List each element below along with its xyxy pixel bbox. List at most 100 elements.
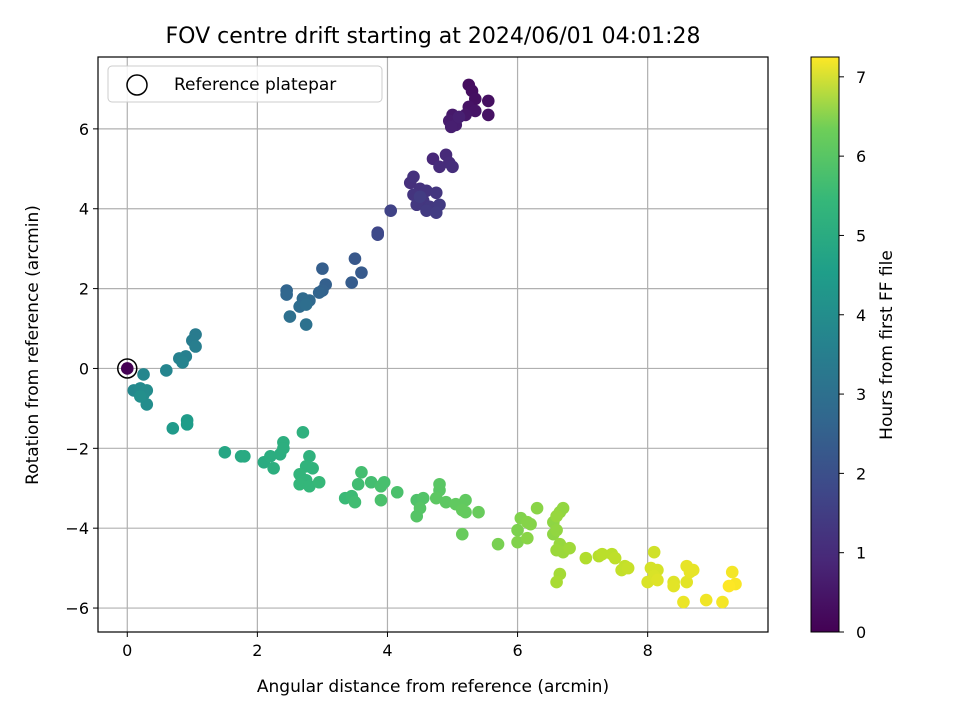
- data-point: [455, 527, 469, 541]
- data-point: [677, 595, 690, 609]
- data-point: [511, 523, 524, 537]
- y-axis-ticks: −6 −4 −2 0 2 4 6: [65, 120, 98, 618]
- data-point: [667, 579, 680, 593]
- data-point: [303, 479, 316, 493]
- data-point: [384, 204, 398, 218]
- data-point: [716, 595, 729, 609]
- y-tick-label: 4: [79, 200, 89, 219]
- data-point: [452, 110, 466, 124]
- y-tick-label: −4: [65, 519, 89, 538]
- data-point: [316, 262, 329, 275]
- data-points: [120, 78, 742, 609]
- data-point: [468, 104, 482, 118]
- data-point: [511, 535, 524, 549]
- data-point: [267, 461, 280, 475]
- data-point: [420, 204, 433, 218]
- data-point: [374, 493, 388, 507]
- data-point: [608, 551, 622, 565]
- y-tick-label: −2: [65, 439, 89, 458]
- colorbar-tick-label: 1: [856, 544, 866, 563]
- data-point: [699, 593, 713, 607]
- colorbar: [810, 56, 840, 633]
- data-point: [277, 442, 290, 455]
- data-point: [579, 551, 593, 565]
- data-point: [166, 422, 180, 435]
- data-point: [550, 509, 563, 523]
- y-tick-label: −6: [65, 599, 89, 618]
- data-point: [641, 575, 654, 589]
- data-point: [364, 475, 378, 489]
- data-point: [180, 418, 194, 431]
- data-point: [312, 475, 326, 489]
- plot-area-frame: [97, 56, 769, 633]
- data-point: [595, 547, 609, 561]
- data-point: [530, 501, 544, 515]
- colorbar-tick-label: 4: [856, 306, 866, 325]
- data-point: [371, 228, 385, 241]
- data-point: [390, 485, 404, 499]
- data-point: [348, 495, 362, 509]
- colorbar-tick-label: 7: [856, 68, 866, 87]
- data-point: [429, 491, 443, 505]
- data-point: [283, 310, 297, 323]
- data-point: [280, 288, 293, 301]
- x-tick-label: 0: [122, 641, 132, 660]
- legend-open-circle-icon: [126, 74, 148, 96]
- y-tick-label: 0: [79, 359, 89, 378]
- data-point: [550, 575, 563, 589]
- y-tick-label: 2: [79, 280, 89, 299]
- colorbar-label: Hours from first FF file: [877, 250, 897, 440]
- data-point: [433, 160, 446, 174]
- x-axis-ticks: 0 2 4 6 8: [122, 632, 653, 660]
- data-point: [312, 286, 326, 299]
- data-point: [407, 170, 420, 184]
- x-tick-label: 8: [643, 641, 653, 660]
- data-point: [444, 120, 458, 134]
- data-point: [299, 298, 313, 311]
- data-point: [348, 252, 362, 265]
- data-point: [160, 364, 173, 377]
- data-point: [413, 190, 427, 204]
- data-point: [299, 318, 313, 331]
- data-point: [303, 450, 316, 463]
- colorbar-tick-label: 2: [856, 464, 866, 483]
- chart-title: FOV centre drift starting at 2024/06/01 …: [166, 24, 701, 49]
- y-axis-label: Rotation from reference (arcmin): [23, 205, 43, 485]
- colorbar-tick-label: 5: [856, 226, 866, 245]
- data-point: [446, 160, 459, 174]
- data-point: [120, 362, 134, 375]
- data-point: [429, 186, 443, 200]
- reference-platepar-circle: [117, 358, 138, 379]
- data-point: [524, 517, 537, 531]
- data-point: [521, 531, 534, 545]
- data-point: [472, 505, 485, 519]
- data-point: [481, 94, 495, 108]
- data-point: [218, 446, 232, 459]
- data-point: [563, 541, 576, 555]
- data-point: [238, 450, 251, 463]
- data-point: [481, 108, 495, 122]
- legend-label: Reference platepar: [174, 75, 336, 95]
- legend: Reference platepar: [107, 65, 383, 103]
- x-tick-label: 2: [252, 641, 262, 660]
- data-point: [133, 390, 147, 403]
- legend-box: [107, 65, 383, 103]
- data-point: [264, 450, 277, 463]
- data-point: [647, 545, 661, 559]
- data-point: [686, 563, 700, 577]
- data-point: [137, 368, 150, 381]
- reference-marker: [117, 358, 138, 379]
- data-point: [459, 505, 472, 519]
- data-point: [680, 575, 693, 589]
- data-point: [293, 477, 306, 491]
- data-point: [491, 537, 505, 551]
- data-point: [550, 523, 563, 537]
- data-point: [621, 561, 635, 575]
- colorbar-tick-label: 6: [856, 147, 866, 166]
- data-point: [355, 266, 368, 279]
- data-point: [439, 495, 453, 509]
- colorbar-tick-label: 3: [856, 385, 866, 404]
- data-point: [429, 206, 443, 220]
